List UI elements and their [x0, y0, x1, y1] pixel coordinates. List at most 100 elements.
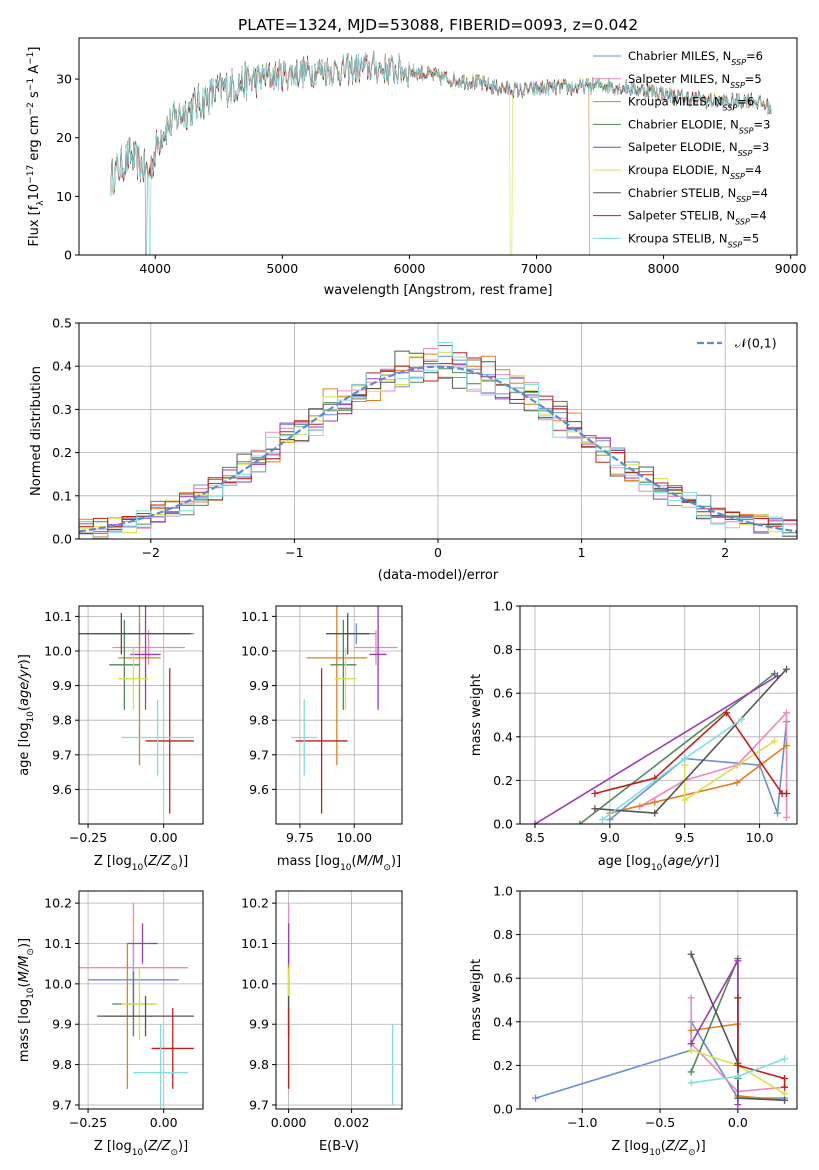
axes-frame	[78, 890, 204, 1110]
legend-label: Kroupa MILES, NSSP=6	[628, 95, 754, 113]
point-marker	[651, 798, 659, 806]
mass-weight-line	[639, 710, 788, 818]
errorbar-point	[118, 606, 161, 766]
y-tick-label: 0.6	[493, 686, 513, 701]
point-marker	[687, 950, 695, 958]
plot-area	[531, 665, 791, 824]
y-tick-label: 0.1	[52, 488, 72, 503]
point-marker	[781, 1090, 789, 1098]
x-tick-label: 10.00	[336, 830, 372, 845]
x-tick-label: −0.5	[645, 1115, 675, 1130]
errorbar-point	[334, 647, 357, 710]
x-tick-label: 0.000	[271, 1115, 307, 1130]
y-tick-label: 10	[56, 189, 72, 204]
errorbar-point	[354, 630, 398, 665]
point-marker	[531, 820, 539, 824]
y-tick-label: 9.7	[52, 1097, 72, 1112]
x-tick-label: 8.5	[525, 830, 545, 845]
errorbar-point	[369, 606, 387, 710]
plot-area	[79, 903, 194, 1109]
y-tick-label: 0.3	[52, 402, 72, 417]
point-marker	[734, 1094, 742, 1102]
weight-vs-z-panel-frame: −1.0 −0.5 0.0 0.0 0.2 0.4 0.6 0.8 1.0 Z [log10(Z/…	[469, 884, 798, 1158]
y-tick-label: 9.9	[52, 1017, 72, 1032]
errorbar-point	[291, 699, 318, 776]
mass-vs-z-panel	[79, 891, 203, 1109]
point-marker	[733, 779, 741, 787]
plot-area	[291, 606, 398, 814]
point-marker	[598, 816, 606, 824]
mass-weight-line	[690, 957, 739, 1105]
spectrum-line	[110, 50, 590, 255]
errorbar-point	[133, 1024, 188, 1109]
axes-frame	[275, 890, 403, 1110]
y-tick-label: 0.2	[493, 773, 513, 788]
y-tick-label: 9.8	[52, 713, 72, 728]
y-tick-label: 9.7	[249, 1097, 269, 1112]
legend-label: Kroupa STELIB, NSSP=5	[628, 231, 759, 249]
x-axis-label: Z [log10(Z/Z⊙)]	[94, 1139, 188, 1158]
point-marker	[681, 761, 689, 769]
plot-area	[287, 903, 394, 1105]
y-tick-label: 1.0	[493, 599, 513, 614]
mass-weight-line	[594, 711, 787, 795]
legend-label: Kroupa ELODIE, NSSP=4	[628, 163, 762, 181]
y-tick-label: 0.4	[52, 359, 72, 374]
point-marker	[774, 809, 782, 817]
mass-vs-z-panel-frame: −0.25 0.00 9.7 9.8 9.9 10.0 10.1 10.2 Z [log10(Z…	[17, 890, 204, 1158]
y-tick-label: 9.6	[52, 782, 72, 797]
x-tick-label: 8000	[648, 261, 680, 276]
point-marker	[781, 1055, 789, 1063]
y-tick-label: 9.9	[52, 678, 72, 693]
y-tick-label: 9.7	[52, 747, 72, 762]
age-vs-z-panel	[79, 606, 203, 824]
point-marker	[734, 1072, 742, 1080]
point-marker	[687, 1027, 695, 1035]
y-tick-label: 9.9	[249, 678, 269, 693]
point-marker	[651, 809, 659, 817]
histogram-step	[79, 342, 797, 539]
point-marker	[591, 805, 599, 813]
normal-curve	[79, 365, 797, 533]
y-tick-label: 1.0	[493, 884, 513, 899]
x-axis-label: E(B-V)	[319, 1139, 359, 1154]
x-tick-label: 0.00	[150, 1115, 178, 1130]
errorbar-point	[325, 612, 370, 655]
plot-area	[532, 950, 789, 1109]
mass-vs-ebv-panel	[276, 891, 402, 1109]
errorbar-point	[130, 606, 161, 710]
y-tick-label: 0	[64, 248, 72, 263]
y-tick-label: 10.0	[241, 643, 269, 658]
plot-area	[79, 342, 797, 539]
point-marker	[783, 789, 791, 797]
y-axis-label: mass weight	[469, 959, 484, 1041]
legend-label: Salpeter STELIB, NSSP=4	[628, 209, 767, 227]
x-tick-label: 10.0	[746, 830, 774, 845]
errorbar-point	[121, 967, 158, 1041]
x-tick-label: −1.0	[567, 1115, 597, 1130]
mass-weight-line	[579, 672, 775, 824]
mass-weight-line	[609, 721, 788, 821]
point-marker	[723, 709, 731, 717]
y-tick-label: 10.0	[44, 643, 72, 658]
y-tick-label: 10.2	[241, 896, 269, 911]
axes-frame	[78, 605, 204, 825]
point-marker	[783, 665, 791, 673]
x-axis-label: mass [log10(M/M⊙)]	[277, 854, 401, 873]
x-tick-label: 6000	[394, 261, 426, 276]
weight-vs-age-panel	[520, 605, 797, 825]
y-axis-label: Normed distribution	[29, 366, 44, 496]
point-marker	[738, 715, 746, 723]
x-tick-label: 5000	[266, 261, 298, 276]
axes-frame	[519, 605, 798, 825]
x-tick-label: 9.5	[675, 830, 695, 845]
point-marker	[781, 1074, 789, 1082]
point-marker	[783, 709, 791, 717]
point-marker	[781, 1083, 789, 1091]
errorbar-point	[121, 699, 194, 776]
histogram-step	[79, 352, 797, 539]
y-tick-label: 0.0	[493, 1102, 513, 1117]
x-tick-label: −1	[285, 545, 303, 560]
age-vs-mass-panel-frame: 9.75 10.00 9.6 9.7 9.8 9.9 10.0 10.1 mass [log10…	[241, 605, 403, 873]
